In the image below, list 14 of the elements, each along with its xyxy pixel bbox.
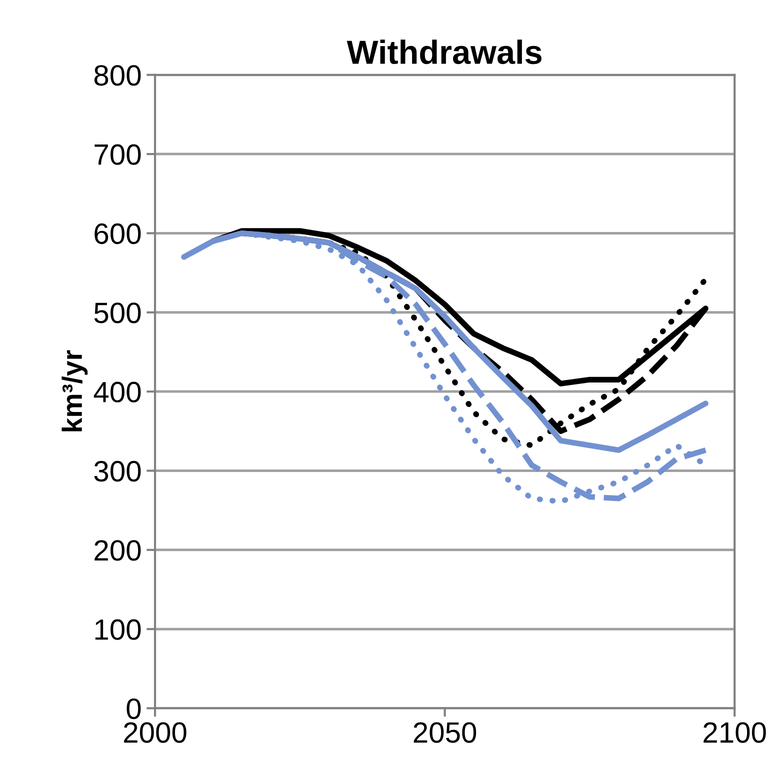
chart-title: Withdrawals	[346, 40, 542, 64]
y-tick-label: 300	[94, 460, 141, 482]
y-tick-label: 800	[94, 65, 141, 86]
y-tick-label: 200	[94, 540, 141, 561]
y-tick-label: 700	[94, 144, 141, 165]
y-axis-title: km³/yr	[62, 350, 88, 432]
y-tick-label: 600	[94, 223, 141, 244]
y-tick-label: 100	[95, 619, 141, 640]
y-tick-label: 0	[126, 698, 141, 720]
x-tick-label: 2100	[704, 722, 766, 743]
y-tick-label: 500	[94, 302, 141, 324]
x-tick-label: 2050	[414, 722, 476, 743]
y-tick-label: 400	[94, 382, 141, 402]
x-tick-label: 2000	[124, 722, 186, 743]
